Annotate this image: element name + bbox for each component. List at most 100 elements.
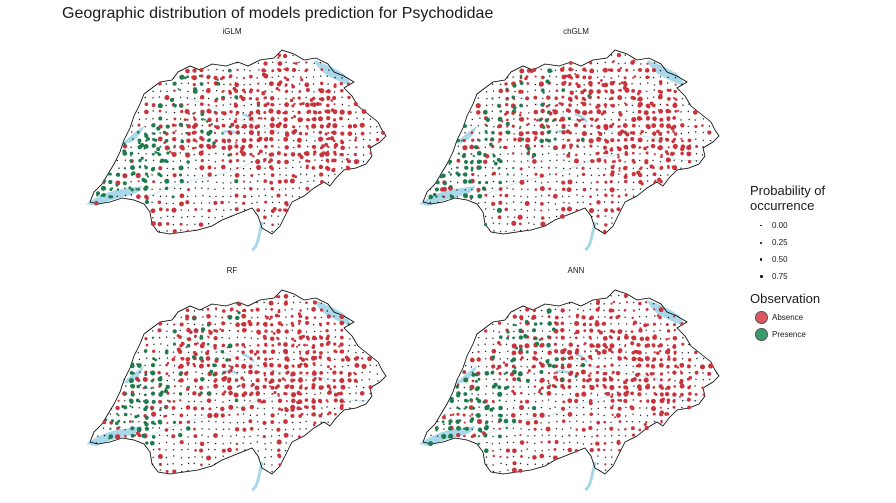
sample-point [528,429,530,431]
absence-point [124,435,127,439]
absence-point [284,407,289,413]
absence-point [309,98,314,102]
absence-point [672,323,677,327]
absence-point [249,364,253,368]
presence-point [150,387,153,390]
absence-point [250,391,254,396]
absence-point [491,399,495,403]
sample-point [617,188,619,191]
absence-point [499,193,503,197]
absence-point [291,398,296,404]
sample-point [250,442,252,445]
sample-point [513,229,515,231]
absence-point [673,97,676,100]
absence-point [498,138,502,142]
absence-point [178,420,183,425]
absence-point [333,342,337,346]
absence-point [277,392,280,396]
presence-point [151,408,154,411]
sample-point [528,393,530,396]
absence-point [659,406,662,409]
sample-point [556,159,558,161]
absence-point [278,372,281,375]
map-panel-iglm [86,49,387,251]
absence-point [524,76,528,81]
size-key-dot [759,258,763,261]
absence-point [229,83,232,86]
sample-point [313,91,315,93]
presence-point [164,178,170,184]
absence-point [594,349,599,353]
sample-point [654,420,656,423]
absence-point [665,322,669,327]
absence-point [207,103,210,107]
sample-point [249,414,252,416]
absence-point [367,356,372,362]
sample-point [160,217,162,219]
absence-point [540,160,543,163]
absence-point [539,378,544,383]
sample-point [187,462,190,465]
sample-point [251,330,253,332]
absence-point [258,136,263,141]
absence-point [507,335,510,338]
absence-point [555,104,559,107]
absence-point [199,441,205,447]
sample-point [618,309,620,311]
sample-point [179,160,182,162]
absence-point [347,110,352,115]
sample-point [513,399,516,402]
sample-point [465,365,467,367]
presence-point [114,421,119,426]
sample-point [355,399,357,401]
sample-point [485,337,487,340]
absence-point [505,448,510,453]
sample-point [471,351,474,354]
absence-point [540,216,545,220]
absence-point [707,371,712,376]
absence-point [195,140,198,143]
absence-point [612,80,616,84]
sample-point [633,385,635,387]
absence-point [263,215,267,220]
sample-point [180,407,183,410]
sample-point [285,337,288,339]
absence-point [269,165,273,170]
presence-point [456,393,461,398]
absence-point [527,150,531,154]
presence-point [443,435,446,437]
river-inn [317,371,369,402]
absence-point [312,350,317,354]
absence-point [221,321,226,326]
sample-point [243,105,245,107]
presence-point [484,137,488,141]
absence-point [580,101,584,104]
absence-point [284,67,290,72]
sample-point [299,428,301,430]
sample-point [194,104,197,106]
absence-point [609,180,613,184]
absence-point [449,413,453,417]
sample-point [242,112,244,114]
sample-point [166,215,169,217]
sample-point [569,168,571,170]
lake-maggiore [584,461,597,491]
legend-obs-label: Absence [772,313,804,322]
absence-point [257,331,261,335]
sample-point [603,132,606,134]
absence-point [568,315,571,318]
absence-point [327,131,330,134]
absence-point [306,127,309,130]
absence-point [269,180,274,185]
sample-point [223,83,225,86]
absence-point [469,415,472,417]
sample-point [681,358,684,360]
sample-point [314,159,316,161]
presence-point [493,161,498,166]
sample-point [498,223,500,225]
sample-point [596,223,598,225]
sample-point [152,217,154,219]
absence-point [213,379,217,383]
absence-point [158,447,161,451]
absence-point [658,315,662,320]
